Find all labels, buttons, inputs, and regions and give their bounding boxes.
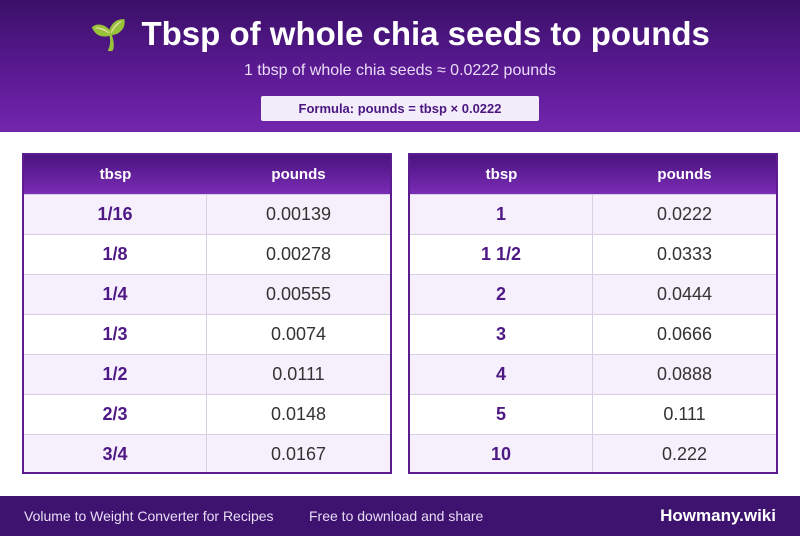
tbsp-cell: 3/4: [24, 435, 207, 472]
table-row: 1/16 0.00139: [24, 194, 390, 234]
tbsp-cell: 2: [410, 275, 593, 314]
column-header-tbsp: tbsp: [99, 166, 132, 183]
tbsp-cell: 1/2: [24, 355, 207, 394]
table-row: 10 0.222: [410, 434, 776, 472]
tbsp-cell: 1/4: [24, 275, 207, 314]
table-row: 3/4 0.0167: [24, 434, 390, 472]
tbsp-cell: 1/8: [24, 235, 207, 274]
column-header-pounds: pounds: [271, 166, 326, 183]
tbsp-cell: 1: [410, 195, 593, 234]
pounds-cell: 0.0148: [270, 404, 327, 424]
tbsp-cell: 2/3: [24, 395, 207, 434]
pounds-cell: 0.0888: [656, 364, 713, 384]
pounds-cell: 0.00555: [265, 284, 332, 304]
table-row: 1 1/2 0.0333: [410, 234, 776, 274]
table-row: 1/2 0.0111: [24, 354, 390, 394]
column-header-tbsp: tbsp: [485, 166, 518, 183]
tbsp-cell: 1/16: [24, 195, 207, 234]
page-title-text: Tbsp of whole chia seeds to pounds: [141, 15, 710, 52]
pounds-cell: 0.0333: [656, 244, 713, 264]
header-banner: 🌱 Tbsp of whole chia seeds to pounds 1 tb…: [0, 0, 800, 132]
sprout-icon: 🌱: [90, 19, 128, 52]
table-row: 1/8 0.00278: [24, 234, 390, 274]
footer-brand: Howmany.wiki: [660, 506, 776, 525]
pounds-cell: 0.0074: [270, 324, 327, 344]
table-row: 2 0.0444: [410, 274, 776, 314]
tbsp-cell: 5: [410, 395, 593, 434]
footer-share-note: Free to download and share: [309, 508, 484, 524]
tbsp-cell: 10: [410, 435, 593, 472]
conversion-table-right: tbsp pounds 1 0.0222 1 1/2 0.0333 2 0.0444 …: [408, 153, 778, 474]
table-row: 1/4 0.00555: [24, 274, 390, 314]
pounds-cell: 0.111: [663, 404, 706, 424]
pounds-cell: 0.0666: [656, 324, 713, 344]
tbsp-cell: 3: [410, 315, 593, 354]
table-row: 1 0.0222: [410, 194, 776, 234]
table-row: 3 0.0666: [410, 314, 776, 354]
page-subtitle: 1 tbsp of whole chia seeds ≈ 0.0222 poun…: [243, 62, 557, 79]
table-row: 5 0.111: [410, 394, 776, 434]
table-body: 1 0.0222 1 1/2 0.0333 2 0.0444 3 0.0666 4 0.0…: [410, 194, 776, 472]
formula-box: Formula: pounds = tbsp × 0.0222: [261, 96, 539, 121]
pounds-cell: 0.0222: [656, 204, 713, 224]
page-title: 🌱 Tbsp of whole chia seeds to pounds: [0, 14, 800, 56]
table-header: tbsp pounds: [410, 155, 776, 194]
pounds-cell: 0.00139: [265, 204, 332, 224]
table-header: tbsp pounds: [24, 155, 390, 194]
column-header-pounds: pounds: [657, 166, 712, 183]
pounds-cell: 0.222: [661, 444, 708, 464]
pounds-cell: 0.00278: [265, 244, 332, 264]
footer-tagline: Volume to Weight Converter for Recipes: [24, 508, 274, 524]
footer-bar: Volume to Weight Converter for Recipes F…: [0, 496, 800, 536]
table-body: 1/16 0.00139 1/8 0.00278 1/4 0.00555 1/3 0.0…: [24, 194, 390, 472]
table-row: 4 0.0888: [410, 354, 776, 394]
pounds-cell: 0.0111: [272, 364, 325, 384]
tbsp-cell: 4: [410, 355, 593, 394]
table-row: 2/3 0.0148: [24, 394, 390, 434]
tbsp-cell: 1/3: [24, 315, 207, 354]
table-row: 1/3 0.0074: [24, 314, 390, 354]
pounds-cell: 0.0444: [656, 284, 713, 304]
pounds-cell: 0.0167: [270, 444, 327, 464]
conversion-table-left: tbsp pounds 1/16 0.00139 1/8 0.00278 1/4 0.…: [22, 153, 392, 474]
tbsp-cell: 1 1/2: [410, 235, 593, 274]
